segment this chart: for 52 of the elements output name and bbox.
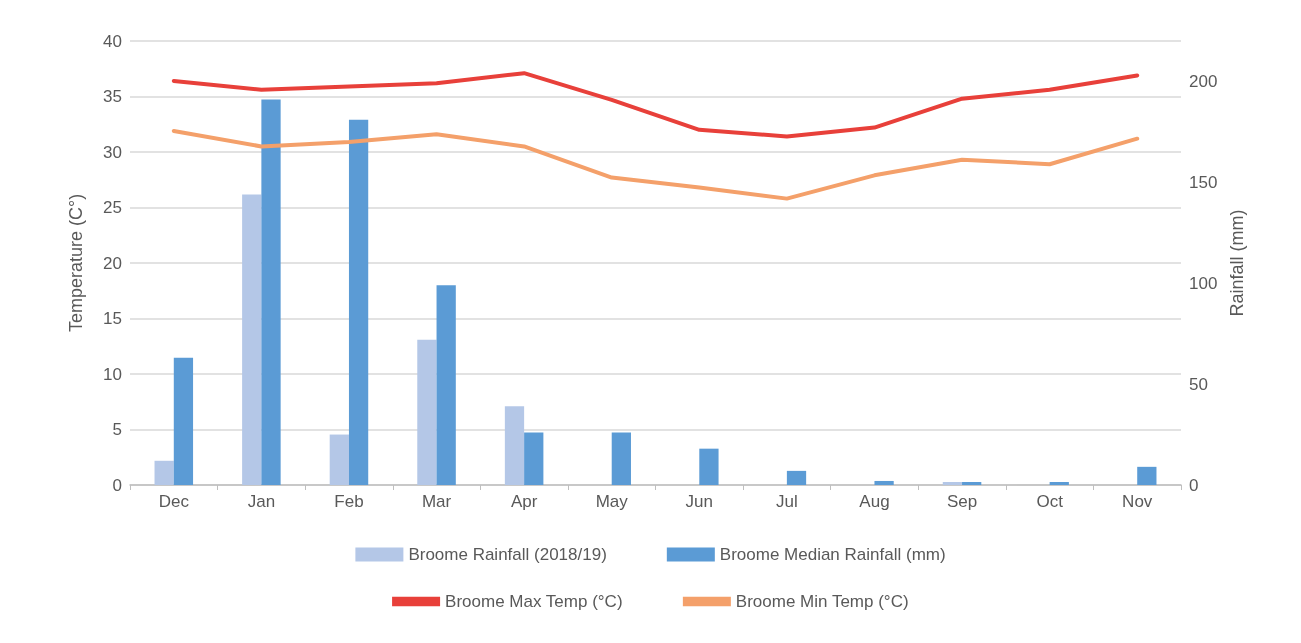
x-tick-label: Feb (334, 492, 364, 511)
bar (1137, 466, 1157, 485)
bar (524, 432, 544, 485)
x-tick-label: Nov (1122, 492, 1153, 511)
x-tick-label: Aug (859, 492, 890, 511)
y-tick-label: 20 (103, 253, 122, 273)
y2-tick-label: 200 (1189, 71, 1218, 91)
bar (962, 481, 982, 485)
y-tick-label: 0 (112, 475, 122, 495)
legend-label: Broome Max Temp (°C) (445, 592, 623, 611)
bar (504, 406, 525, 485)
legend-label: Broome Median Rainfall (mm) (719, 545, 946, 564)
y-tick-label: 40 (103, 31, 122, 51)
y-tick-label: 15 (103, 309, 122, 328)
y2-tick-label: 0 (1189, 475, 1199, 495)
x-tick-label: Jul (776, 492, 798, 511)
y-tick-label: 5 (112, 420, 122, 439)
legend-label: Broome Min Temp (°C) (735, 592, 909, 611)
bar (417, 339, 437, 485)
x-tick-label: Jan (247, 492, 276, 511)
bar (699, 448, 719, 485)
y-axis-title: Temperature (C°) (66, 193, 86, 333)
y-tick-label: 35 (103, 87, 122, 106)
bar (348, 119, 369, 485)
y2-tick-label: 150 (1189, 172, 1218, 192)
bar (786, 470, 807, 485)
x-tick-label: Sep (946, 492, 978, 511)
y2-axis-title: Rainfall (mm) (1227, 209, 1248, 317)
bar (261, 99, 281, 485)
bar (1049, 481, 1069, 485)
legend-label: Broome Rainfall (2018/19) (408, 545, 607, 564)
bar (173, 357, 194, 485)
bar (874, 480, 894, 485)
bar (611, 432, 631, 485)
bar (436, 285, 456, 485)
y2-tick-label: 50 (1189, 374, 1208, 394)
x-tick-label: Oct (1036, 492, 1064, 511)
x-tick-label: Dec (158, 492, 190, 511)
line-series (171, 71, 1140, 139)
y-tick-label: 25 (103, 198, 122, 217)
x-tick-label: Mar (421, 492, 452, 511)
bar (942, 481, 963, 485)
x-tick-label: May (595, 492, 629, 511)
x-tick-label: Jun (685, 492, 713, 511)
x-tick-label: Apr (510, 492, 538, 511)
y2-tick-label: 100 (1189, 273, 1218, 293)
y-tick-label: 10 (103, 364, 122, 384)
y-tick-label: 30 (103, 142, 122, 162)
bar (154, 460, 174, 485)
line-series (171, 128, 1140, 201)
bar (242, 194, 262, 485)
bar (329, 434, 349, 485)
